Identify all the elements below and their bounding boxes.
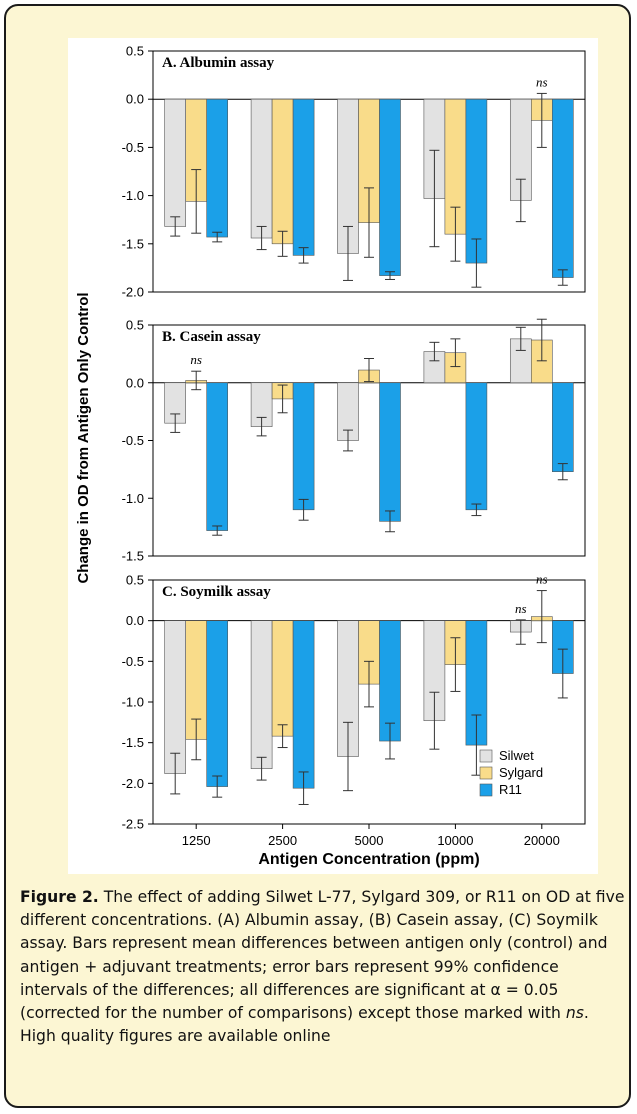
y-tick-label: 0.5	[126, 318, 144, 333]
y-tick-label: -2.0	[122, 285, 144, 300]
x-tick-label: 20000	[524, 833, 560, 848]
y-tick-label: -2.0	[122, 776, 144, 791]
caption-label: Figure 2.	[20, 888, 99, 906]
x-tick-label: 10000	[437, 833, 473, 848]
caption-ns: ns	[565, 1004, 584, 1023]
legend-label-r11: R11	[499, 782, 522, 797]
y-tick-label: 0.0	[126, 613, 144, 628]
legend-swatch-silwet	[479, 749, 493, 763]
bar-r11	[379, 382, 401, 522]
x-tick-label: 2500	[268, 833, 297, 848]
legend-label-silwet: Silwet	[499, 748, 534, 763]
caption-text-3: . High quality figures are available onl…	[20, 1004, 589, 1046]
bar-sylgard	[271, 620, 294, 737]
bar-silwet	[250, 98, 273, 239]
y-tick-label: 0.0	[126, 92, 144, 107]
figure-frame: 0.5 0.0 -0.5 -1.0 -1.5 -2.0 ns A. Albumin assay…	[4, 4, 631, 1108]
y-tick-label: 0.5	[126, 573, 144, 588]
y-tick-label: -1.5	[122, 236, 144, 251]
bar-r11	[206, 382, 228, 531]
bar-r11	[206, 98, 228, 238]
legend-label-sylgard: Sylgard	[499, 765, 543, 780]
y-tick-label: -1.0	[122, 491, 144, 506]
legend-swatch-sylgard	[479, 766, 493, 780]
bar-chart: 0.5 0.0 -0.5 -1.0 -1.5 -2.0 ns A. Albumin assay…	[75, 44, 586, 868]
y-tick-label: -1.0	[122, 695, 144, 710]
caption-text-1: The effect of adding Silwet L-77, Sylgar…	[20, 888, 625, 999]
bar-r11	[551, 382, 574, 472]
bar-r11	[292, 98, 315, 256]
ns-annotation: ns	[536, 572, 548, 587]
panel-2-title: B. Casein assay	[162, 329, 261, 345]
x-axis-label: Antigen Concentration (ppm)	[258, 851, 479, 868]
x-tick-label: 1250	[182, 833, 211, 848]
legend-swatch-r11	[479, 783, 493, 797]
bar-silwet	[164, 620, 186, 774]
ns-annotation: ns	[536, 74, 548, 89]
bar-r11	[465, 382, 488, 511]
bar-sylgard	[271, 98, 294, 245]
panel-3-title: C. Soymilk assay	[162, 584, 271, 600]
panel-1-title: A. Albumin assay	[162, 55, 275, 71]
bar-r11	[292, 382, 315, 511]
bar-r11	[206, 620, 228, 787]
y-tick-label: 0.0	[126, 375, 144, 390]
y-axis-label: Change in OD from Antigen Only Control	[75, 292, 92, 583]
figure-caption: Figure 2. The effect of adding Silwet L-…	[20, 886, 628, 1048]
ns-annotation: ns	[515, 601, 527, 616]
bar-silwet	[250, 620, 273, 769]
y-tick-label: -0.5	[122, 140, 144, 155]
y-tick-label: -1.5	[122, 735, 144, 750]
chart-area: 0.5 0.0 -0.5 -1.0 -1.5 -2.0 ns A. Albumin assay…	[68, 38, 598, 874]
caption-alpha: α	[490, 980, 501, 999]
bar-r11	[379, 98, 401, 276]
y-tick-label: -0.5	[122, 654, 144, 669]
bar-silwet	[164, 98, 186, 227]
x-tick-label: 5000	[355, 833, 384, 848]
panel-1-frame	[152, 50, 586, 293]
bar-r11	[551, 98, 574, 278]
caption-text-2: = 0.05 (corrected for the number of comp…	[20, 980, 566, 1023]
bar-r11	[292, 620, 315, 789]
y-tick-label: -1.0	[122, 188, 144, 203]
y-tick-label: -1.5	[122, 549, 144, 564]
y-tick-label: -2.5	[122, 817, 144, 832]
y-tick-label: -0.5	[122, 433, 144, 448]
ns-annotation: ns	[190, 352, 202, 367]
y-tick-label: 0.5	[126, 44, 144, 59]
